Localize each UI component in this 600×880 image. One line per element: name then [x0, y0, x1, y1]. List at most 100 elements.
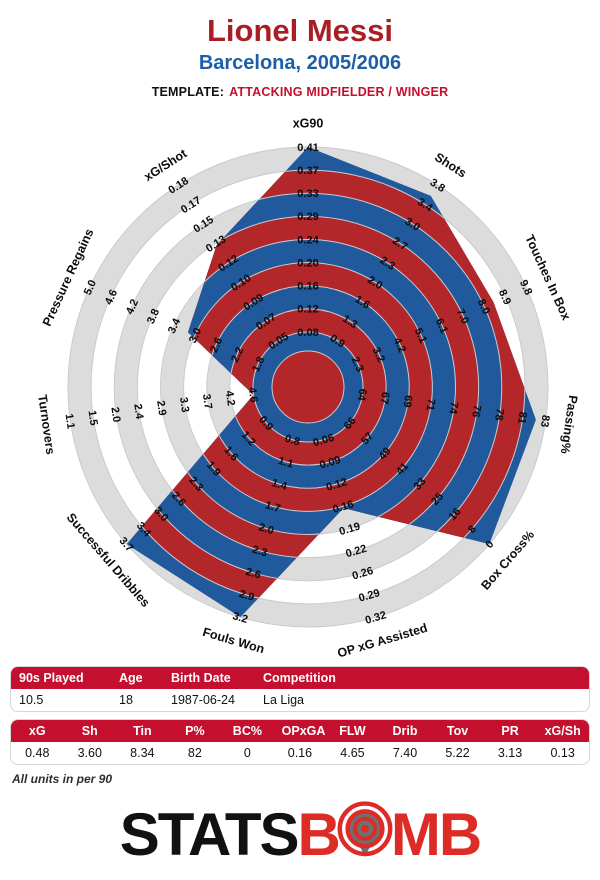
radar-tick-label: 6.1	[433, 317, 450, 336]
radar-tick-label: 2.4	[131, 403, 145, 421]
info-table-value-row: 10.5 18 1987-06-24 La Liga	[11, 689, 589, 711]
team-season: Barcelona, 2005/2006	[198, 52, 402, 74]
stat-col-header: Tin	[116, 720, 169, 742]
radar-tick-label: 3.0	[187, 326, 204, 345]
logo-stats-text: STATS	[119, 801, 300, 868]
radar-tick-label: 0.33	[297, 188, 318, 200]
radar-tick-label: 4.6	[103, 288, 120, 307]
radar-tick-label: 0.16	[297, 281, 318, 293]
radar-axis-label: Shots	[432, 150, 469, 181]
radar-tick-label: 4.6	[246, 387, 260, 404]
radar-tick-label: 74	[446, 401, 460, 416]
info-col-header: Competition	[255, 667, 589, 689]
radar-axis-label: Fouls Won	[201, 625, 266, 656]
radar-axis-label: Passing%	[558, 394, 580, 454]
stats-table-header-row: xG Sh Tin P% BC% OPxGA FLW Drib Tov PR xG/Sh	[11, 720, 589, 742]
radar-tick-label: 2.3	[251, 544, 269, 560]
radar-tick-label: 81	[515, 411, 529, 425]
info-col-header: Age	[111, 667, 163, 689]
radar-tick-label: 0.12	[325, 476, 349, 494]
info-cell-value: 10.5	[11, 689, 111, 711]
radar-tick-label: 7.0	[454, 307, 471, 326]
radar-axis-label: OP xG Assisted	[336, 621, 429, 660]
radar-tick-label: 3.2	[231, 610, 249, 626]
radar-tick-label: 0.22	[344, 543, 368, 561]
radar-tick-label: 0.06	[312, 432, 336, 450]
radar-tick-label: 0.16	[331, 498, 355, 516]
radar-tick-label: 3.8	[145, 307, 162, 326]
radar-tick-label: 3.3	[177, 396, 191, 413]
radar-tick-label: 69	[401, 394, 415, 408]
stat-cell-value: 0.48	[11, 742, 64, 764]
info-cell-value: 1987-06-24	[163, 689, 255, 711]
radar-tick-label: 4.2	[223, 390, 237, 407]
units-footnote: All units in per 90	[12, 772, 113, 786]
template-value: ATTACKING MIDFIELDER / WINGER	[229, 85, 449, 99]
radar-tick-label: 0.09	[318, 454, 342, 472]
stat-col-header: Sh	[63, 720, 117, 742]
radar-tick-label: 76	[469, 404, 483, 418]
info-col-header: Birth Date	[163, 667, 255, 689]
info-table-header-row: 90s Played Age Birth Date Competition	[11, 667, 589, 689]
stat-cell-value: 0	[221, 742, 274, 764]
radar-tick-label: 0.29	[297, 211, 318, 223]
report-header: Lionel Messi Barcelona, 2005/2006 TEMPLA…	[0, 0, 600, 100]
radar-tick-label: 0.8	[283, 433, 301, 449]
stat-col-header: Tov	[431, 720, 484, 742]
radar-tick-label: 4.2	[124, 297, 141, 316]
radar-tick-label: 1.1	[63, 413, 77, 430]
stat-col-header: Drib	[378, 720, 432, 742]
stat-col-header: PR	[483, 720, 537, 742]
radar-axis-label: xG90	[293, 116, 324, 130]
radar-tick-label: 0.20	[297, 257, 318, 269]
radar-tick-label: 0.41	[297, 142, 318, 154]
radar-tick-label: 0.26	[351, 565, 375, 583]
stats-table-value-row: 0.48 3.60 8.34 82 0 0.16 4.65 7.40 5.22 3.13 0.13	[11, 742, 589, 764]
radar-tick-label: 2.3	[349, 355, 366, 374]
radar-tick-label: 1.7	[264, 499, 282, 515]
player-name: Lionel Messi	[206, 13, 394, 48]
radar-tick-label: 1.8	[250, 355, 267, 374]
stat-col-header: xG/Sh	[536, 720, 589, 742]
radar-tick-label: 78	[492, 408, 506, 422]
radar-tick-label: 0.29	[357, 587, 381, 605]
radar-tick-label: 71	[423, 398, 437, 412]
logo-mb-text: MB	[390, 801, 482, 868]
template-line: TEMPLATE: ATTACKING MIDFIELDER / WINGER	[0, 85, 600, 99]
template-label: TEMPLATE:	[151, 85, 225, 99]
stat-col-header: P%	[168, 720, 222, 742]
radar-tick-label: 2.0	[108, 406, 122, 423]
stat-cell-value: 3.13	[483, 742, 537, 764]
radar-tick-label: 0.19	[338, 521, 362, 539]
radar-tick-label: 2.2	[229, 345, 246, 364]
stat-col-header: xG	[11, 720, 64, 742]
radar-tick-label: 67	[378, 391, 392, 405]
radar-tick-label: 3.7	[200, 393, 214, 410]
stat-cell-value: 0.13	[536, 742, 589, 764]
radar-tick-label: 1.5	[85, 410, 99, 427]
info-table: 90s Played Age Birth Date Competition 10.5 1…	[10, 666, 590, 712]
info-cell-value: La Liga	[255, 689, 589, 711]
radar-axis-label: Turnovers	[35, 394, 57, 456]
stat-col-header: BC%	[221, 720, 274, 742]
radar-tick-label: 0.12	[297, 304, 318, 316]
radar-tick-label: 2.0	[257, 521, 275, 537]
radar-tick-label: 0.32	[364, 609, 388, 627]
radar-tick-label: 0.08	[297, 327, 318, 339]
bomb-icon	[337, 801, 393, 857]
stat-cell-value: 82	[168, 742, 222, 764]
radar-tick-label: 8.9	[496, 288, 513, 307]
radar-tick-label: 64	[355, 388, 369, 403]
stat-col-header: FLW	[326, 720, 379, 742]
radar-tick-label: 2.6	[208, 336, 225, 355]
stat-cell-value: 3.60	[63, 742, 117, 764]
stat-cell-value: 5.22	[431, 742, 484, 764]
radar-tick-label: 4.2	[391, 336, 408, 355]
radar-tick-label: 5.1	[412, 326, 429, 345]
radar-tick-label: 8.0	[475, 297, 492, 316]
radar-tick-label: 9.8	[517, 278, 534, 297]
logo-b-text: B	[297, 801, 341, 868]
radar-tick-label: 0.24	[297, 234, 319, 246]
radar-tick-label: 2.6	[244, 566, 262, 582]
